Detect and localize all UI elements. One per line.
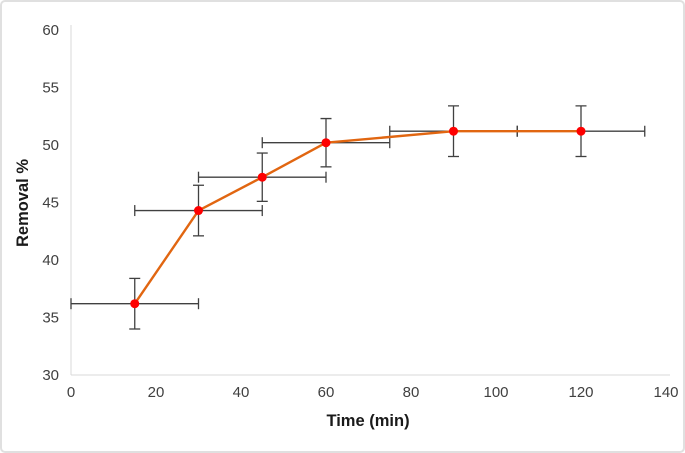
x-tick-label: 20 — [148, 384, 165, 401]
y-tick-label: 45 — [42, 195, 59, 212]
plot-area: 30 35 40 45 50 55 60 0 20 40 60 80 100 120 140 — [42, 22, 678, 401]
x-tick-label: 40 — [233, 384, 250, 401]
y-tick-label: 60 — [42, 22, 59, 39]
data-point — [257, 172, 267, 182]
y-tick-label: 40 — [42, 252, 59, 269]
y-tick-label: 30 — [42, 367, 59, 384]
data-point — [130, 299, 140, 309]
x-axis-title: Time (min) — [326, 412, 409, 430]
x-tick-label: 140 — [653, 384, 678, 401]
data-point — [321, 138, 331, 148]
x-tick-label: 80 — [403, 384, 420, 401]
y-tick-label: 50 — [42, 137, 59, 154]
x-tick-label: 0 — [67, 384, 75, 401]
y-tick-label: 35 — [42, 310, 59, 327]
series-line — [133, 129, 583, 305]
y-axis-title: Removal % — [14, 159, 32, 247]
y-tick-label: 55 — [42, 80, 59, 97]
data-point — [194, 206, 203, 216]
x-tick-label: 120 — [568, 384, 593, 401]
x-tick-label: 60 — [318, 384, 335, 401]
data-point — [449, 126, 458, 136]
x-tick-label: 100 — [483, 384, 508, 401]
data-point — [576, 126, 586, 136]
